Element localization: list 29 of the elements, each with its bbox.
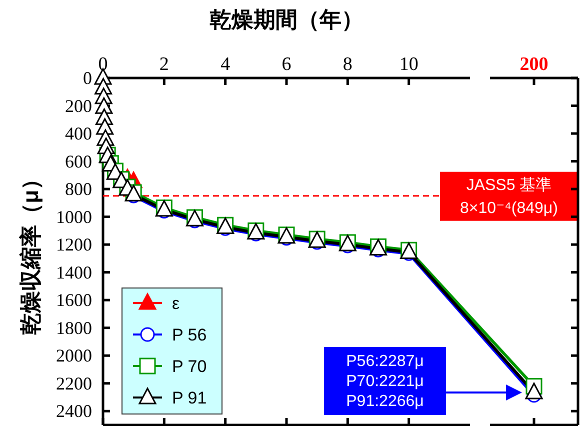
x-tick-label: 0: [98, 54, 108, 75]
x-tick-label: 8: [342, 54, 352, 75]
x-tick-label: 6: [282, 54, 292, 75]
y-tick-label: 1000: [56, 206, 92, 227]
x-axis-title: 乾燥期間（年）: [210, 7, 364, 32]
y-tick-label: 1200: [56, 234, 92, 255]
y-tick-label: 2200: [56, 373, 92, 394]
y-tick-label: 400: [65, 124, 92, 144]
annotation-box: P56:2287μ P70:2221μ P91:2266μ: [324, 347, 446, 415]
legend-label: P 70: [172, 357, 207, 376]
y-tick-label: 2000: [56, 346, 92, 366]
y-tick-label: 600: [65, 151, 92, 172]
y-tick-label: 1400: [56, 262, 92, 282]
y-tick-label: 0: [83, 68, 92, 88]
x-tick-label: 4: [220, 54, 231, 75]
legend-label: P 91: [172, 388, 207, 408]
y-tick-label: 800: [65, 179, 92, 200]
annotation: P56:2287μ P70:2221μ P91:2266μ: [346, 353, 424, 410]
x-tick-label: 200: [520, 54, 548, 75]
y-tick-label: 1800: [56, 318, 92, 338]
y-tick-label: 1600: [56, 290, 92, 310]
x-tick-label: 2: [159, 54, 169, 75]
y-tick-label: 200: [65, 96, 92, 116]
y-tick-label: 2400: [56, 401, 92, 422]
ref-line-label: JASS5 基準 8×10⁻⁴(849μ): [460, 176, 558, 217]
legend-label: ε: [172, 294, 180, 313]
x-tick-label: 10: [399, 54, 418, 75]
y-axis-title: 乾燥収縮率（μ）: [18, 168, 43, 336]
legend-label: P 56: [172, 326, 207, 344]
